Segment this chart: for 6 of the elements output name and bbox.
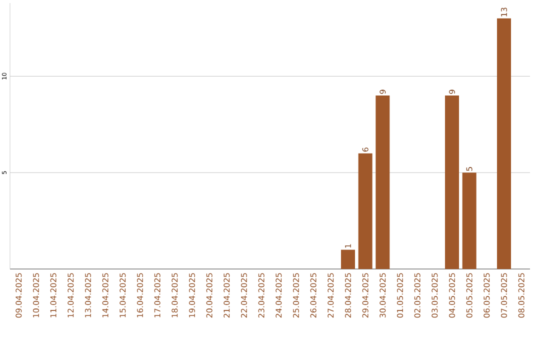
bar (358, 153, 372, 269)
bar (497, 18, 512, 269)
bar (341, 250, 356, 269)
bar (462, 172, 476, 269)
bar (445, 96, 460, 269)
bar (376, 96, 390, 269)
